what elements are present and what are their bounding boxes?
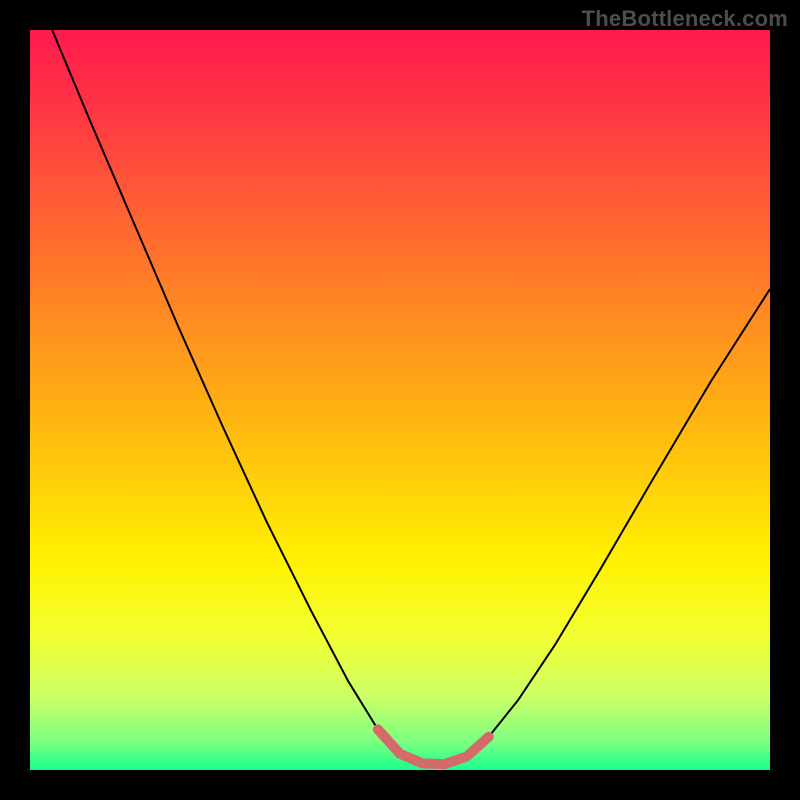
bottleneck-chart: TheBottleneck.com <box>0 0 800 800</box>
chart-canvas <box>0 0 800 800</box>
plot-background <box>30 30 770 770</box>
watermark-text: TheBottleneck.com <box>582 6 788 32</box>
